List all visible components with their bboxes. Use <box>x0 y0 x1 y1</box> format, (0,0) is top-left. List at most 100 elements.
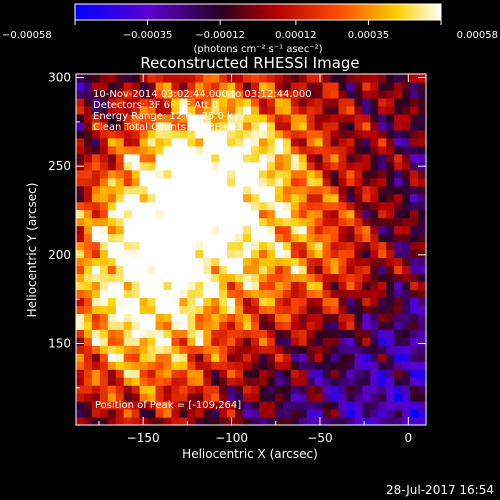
heatmap-cell <box>139 169 149 179</box>
heatmap-cell <box>107 345 117 354</box>
heatmap-cell <box>227 409 236 418</box>
heatmap-cell <box>251 393 260 402</box>
heatmap-cell <box>386 273 395 283</box>
heatmap-cell <box>123 137 133 147</box>
heatmap-cell <box>394 361 403 370</box>
heatmap-cell <box>139 377 149 386</box>
heatmap-cell <box>394 337 403 346</box>
heatmap-cell <box>227 273 236 283</box>
heatmap-cell <box>251 121 260 131</box>
heatmap-cell <box>282 105 292 115</box>
heatmap-cell <box>107 161 117 171</box>
heatmap-cell <box>219 249 228 259</box>
heatmap-cell <box>187 337 196 346</box>
heatmap-cell <box>370 401 379 410</box>
heatmap-cell <box>330 241 340 251</box>
heatmap-cell <box>171 177 181 187</box>
heatmap-cell <box>258 369 268 378</box>
heatmap-cell <box>131 209 141 219</box>
heatmap-cell <box>195 137 204 147</box>
heatmap-cell <box>115 217 125 227</box>
heatmap-cell <box>195 337 204 346</box>
heatmap-cell <box>378 249 387 259</box>
heatmap-cell <box>115 225 125 235</box>
heatmap-cell <box>370 353 379 362</box>
heatmap-cell <box>147 297 157 306</box>
heatmap-cell <box>306 233 316 243</box>
heatmap-cell <box>131 257 141 267</box>
heatmap-cell <box>354 145 363 155</box>
heatmap-cell <box>346 321 356 330</box>
heatmap-cell <box>410 321 419 330</box>
heatmap-cell <box>179 153 188 163</box>
heatmap-cell <box>258 169 268 179</box>
heatmap-cell <box>322 409 332 418</box>
heatmap-cell <box>139 113 149 123</box>
heatmap-cell <box>155 153 165 163</box>
heatmap-cell <box>402 129 411 139</box>
heatmap-cell <box>227 177 236 187</box>
heatmap-cell <box>410 161 419 171</box>
heatmap-cell <box>258 113 268 123</box>
heatmap-cell <box>91 201 101 211</box>
heatmap-cell <box>386 329 395 338</box>
heatmap-cell <box>243 137 252 147</box>
heatmap-cell <box>306 337 316 346</box>
heatmap-cell <box>386 145 395 155</box>
heatmap-cell <box>258 97 268 107</box>
heatmap-cell <box>83 393 93 402</box>
heatmap-cell <box>338 81 348 91</box>
heatmap-cell <box>179 409 188 418</box>
heatmap-cell <box>235 305 244 314</box>
heatmap-cell <box>362 217 371 227</box>
heatmap-cell <box>298 193 308 203</box>
heatmap-cell <box>147 193 157 203</box>
heatmap-cell <box>83 377 93 386</box>
heatmap-cell <box>243 74 252 83</box>
heatmap-cell <box>402 393 411 402</box>
heatmap-cell <box>330 273 340 283</box>
heatmap-cell <box>139 409 149 418</box>
heatmap-cell <box>219 129 228 139</box>
heatmap-cell <box>83 401 93 410</box>
heatmap-cell <box>338 353 348 362</box>
heatmap-cell <box>123 217 133 227</box>
heatmap-cell <box>187 329 196 338</box>
heatmap-cell <box>258 225 268 235</box>
heatmap-cell <box>410 393 419 402</box>
heatmap-cell <box>251 417 260 425</box>
heatmap-cell <box>410 265 419 275</box>
heatmap-cell <box>195 185 204 195</box>
heatmap-cell <box>266 345 276 354</box>
heatmap-cell <box>107 377 117 386</box>
heatmap-cell <box>187 281 196 290</box>
heatmap-cell <box>83 257 93 267</box>
heatmap-cell <box>203 233 212 243</box>
heatmap-cell <box>163 201 173 211</box>
heatmap-cell <box>330 257 340 267</box>
heatmap-cell <box>227 257 236 267</box>
heatmap-cell <box>227 161 236 171</box>
heatmap-cell <box>203 169 212 179</box>
heatmap-cell <box>402 249 411 259</box>
heatmap-cell <box>99 385 109 394</box>
heatmap-cell <box>251 305 260 314</box>
heatmap-cell <box>314 273 324 283</box>
heatmap-cell <box>76 305 85 314</box>
heatmap-cell <box>322 329 332 338</box>
heatmap-cell <box>322 369 332 378</box>
heatmap-cell <box>402 289 411 298</box>
heatmap-cell <box>243 177 252 187</box>
heatmap-cell <box>131 153 141 163</box>
heatmap-cell <box>274 169 284 179</box>
heatmap-cell <box>147 217 157 227</box>
heatmap-cell <box>235 377 244 386</box>
heatmap-cell <box>266 393 276 402</box>
heatmap-cell <box>115 297 125 306</box>
heatmap-cell <box>219 409 228 418</box>
heatmap-cell <box>131 185 141 195</box>
heatmap-cell <box>171 241 181 251</box>
heatmap-cell <box>123 401 133 410</box>
heatmap-cell <box>107 385 117 394</box>
heatmap-cell <box>139 233 149 243</box>
